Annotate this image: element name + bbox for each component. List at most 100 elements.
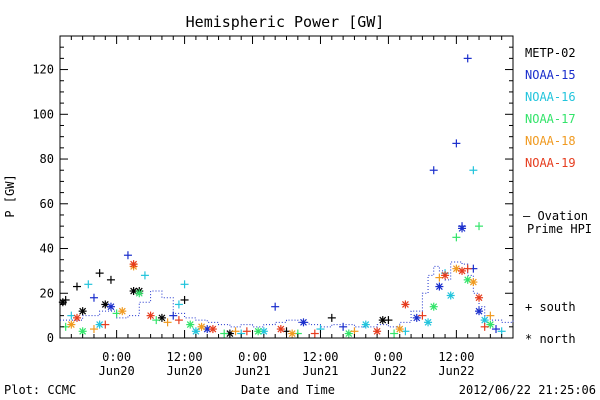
x-tick-time-label: 12:00 (167, 350, 203, 364)
north-point (424, 318, 433, 327)
point-stroke (254, 327, 262, 335)
point-stroke (147, 312, 155, 320)
plot-credit: Plot: CCMC (4, 383, 76, 397)
point-stroke (79, 327, 87, 335)
marker-legend: + south * north (525, 300, 576, 346)
point-stroke (481, 316, 489, 324)
point-stroke (135, 289, 143, 297)
y-tick-label: 40 (40, 242, 54, 256)
point-stroke (288, 330, 296, 337)
legend-entry: NOAA-17 (525, 112, 576, 126)
north-point (446, 291, 455, 300)
point-stroke (107, 303, 115, 311)
plot-timestamp: 2012/06/22 21:25:06 (459, 383, 596, 397)
point-stroke (96, 321, 104, 329)
x-tick-date-label: Jun21 (234, 364, 270, 378)
north-point (429, 302, 438, 311)
south-point (463, 264, 472, 273)
ovation-legend-line2: Prime HPI (527, 222, 592, 236)
south-point (339, 322, 348, 331)
data-points-layer (58, 54, 506, 338)
south-point (140, 271, 149, 280)
y-tick-label: 20 (40, 286, 54, 300)
south-point (180, 280, 189, 289)
south-point (180, 295, 189, 304)
ovation-hpi-line (60, 261, 514, 328)
north-point (276, 325, 285, 334)
north-point (191, 327, 200, 336)
point-stroke (430, 303, 438, 311)
y-tick-label: 0 (47, 331, 54, 345)
south-point (72, 282, 81, 291)
point-stroke (130, 260, 138, 268)
south-point (95, 269, 104, 278)
point-stroke (277, 325, 285, 333)
south-point (390, 329, 399, 338)
x-tick-date-label: Jun20 (99, 364, 135, 378)
north-point (78, 307, 87, 316)
south-point (123, 251, 132, 260)
south-point (231, 327, 240, 336)
ovation-legend-line1: — Ovation (523, 209, 588, 223)
south-point (271, 302, 280, 311)
north-point (401, 300, 410, 309)
north-point (72, 313, 81, 322)
south-point (310, 329, 319, 338)
south-point (480, 322, 489, 331)
y-tick-label: 60 (40, 197, 54, 211)
south-point (327, 313, 336, 322)
legend-entry: NOAA-19 (525, 156, 576, 170)
south-point (384, 316, 393, 325)
north-point (373, 327, 382, 336)
south-point (152, 316, 161, 325)
south-point (497, 327, 506, 336)
north-point (441, 271, 450, 280)
north-point (469, 278, 478, 287)
point-stroke (424, 318, 432, 326)
north-point (146, 311, 155, 320)
point-stroke (260, 327, 268, 335)
north-point (186, 320, 195, 329)
ovation-hpi-layer (60, 261, 514, 328)
north-point (135, 289, 144, 298)
north-point (106, 302, 115, 311)
south-point (101, 320, 110, 329)
south-point (486, 311, 495, 320)
point-stroke (73, 314, 81, 322)
point-stroke (452, 265, 460, 273)
south-point (418, 311, 427, 320)
point-stroke (67, 321, 75, 329)
north-point (435, 282, 444, 291)
point-stroke (396, 325, 404, 333)
point-stroke (469, 278, 477, 286)
point-stroke (379, 316, 387, 324)
point-stroke (203, 325, 211, 333)
x-axis-ticks: 0:00Jun2012:00Jun200:00Jun2112:00Jun210:… (59, 36, 514, 378)
north-point (395, 325, 404, 334)
point-stroke (101, 301, 109, 308)
south-point (429, 166, 438, 175)
south-point (350, 327, 359, 336)
x-tick-date-label: Jun22 (438, 364, 474, 378)
chart-title: Hemispheric Power [GW] (186, 13, 385, 31)
north-point (197, 322, 206, 331)
point-stroke (475, 307, 483, 315)
south-point (242, 327, 251, 336)
north-point (299, 318, 308, 327)
point-stroke (447, 292, 455, 299)
south-point (469, 166, 478, 175)
point-stroke (464, 276, 472, 284)
y-tick-label: 120 (32, 63, 54, 77)
south-point (492, 325, 501, 334)
point-stroke (79, 307, 87, 315)
south-point (106, 275, 115, 284)
y-axis-ticks: 0 20 40 60 80 100 120 (32, 35, 513, 345)
x-tick-date-label: Jun20 (167, 364, 203, 378)
north-point (129, 260, 138, 269)
point-stroke (458, 224, 466, 232)
point-stroke (198, 323, 205, 331)
south-point (169, 311, 178, 320)
point-stroke (300, 318, 307, 326)
north-point (208, 325, 217, 334)
x-tick-time-label: 12:00 (302, 350, 338, 364)
